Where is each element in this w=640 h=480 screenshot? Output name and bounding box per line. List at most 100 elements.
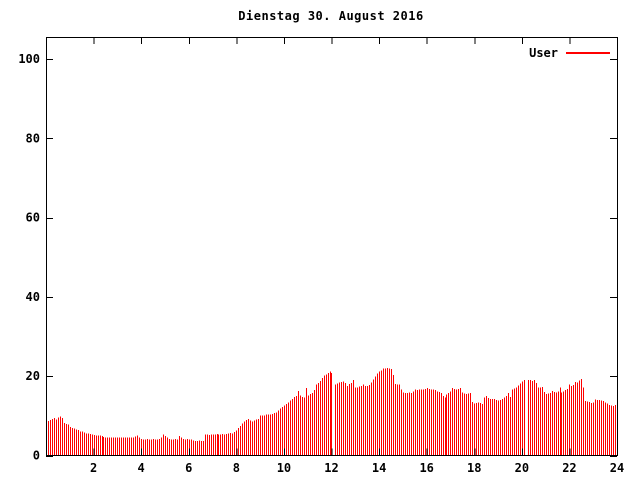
impulse-bar: [575, 381, 576, 456]
impulse-bar: [304, 397, 305, 456]
impulse-bar: [143, 439, 144, 456]
impulse-bar: [102, 436, 103, 456]
impulse-bar: [486, 396, 487, 456]
x-tick-label: 14: [372, 461, 386, 475]
impulse-bar: [450, 391, 451, 456]
impulse-bar: [282, 407, 283, 456]
impulse-bar: [522, 381, 523, 456]
impulse-bar: [369, 385, 370, 456]
impulse-bar: [266, 414, 267, 456]
impulse-bar: [113, 437, 114, 456]
impulse-bar: [100, 435, 101, 456]
impulse-bar: [579, 380, 580, 456]
impulse-bar: [490, 398, 491, 456]
impulse-bar: [528, 379, 529, 456]
impulse-bar: [347, 386, 348, 456]
impulse-bar: [472, 402, 473, 456]
impulse-bar: [236, 430, 237, 456]
impulse-bar: [462, 392, 463, 456]
impulse-bar: [550, 392, 551, 456]
impulse-bar: [516, 387, 517, 456]
impulse-bar: [147, 438, 148, 456]
impulse-bar: [480, 403, 481, 456]
impulse-bar: [417, 390, 418, 456]
impulse-bar: [611, 405, 612, 456]
impulse-bar: [401, 389, 402, 456]
impulse-bar: [302, 397, 303, 456]
impulse-bar: [583, 387, 584, 456]
impulse-bar: [554, 392, 555, 456]
impulse-bar: [443, 396, 444, 456]
impulse-bar: [74, 428, 75, 456]
impulse-bar: [359, 386, 360, 456]
impulse-bar: [117, 437, 118, 456]
impulse-bar: [577, 382, 578, 456]
impulse-bar: [187, 438, 188, 456]
impulse-bar: [435, 390, 436, 456]
impulse-bar: [599, 400, 600, 456]
chart-title: Dienstag 30. August 2016: [238, 9, 424, 23]
impulse-bar: [129, 437, 130, 456]
impulse-bar: [96, 435, 97, 456]
impulse-bar: [383, 368, 384, 456]
impulse-bar: [399, 384, 400, 456]
impulse-bar: [183, 438, 184, 456]
impulse-bar: [62, 417, 63, 456]
impulse-bar: [476, 402, 477, 456]
impulse-bar: [296, 396, 297, 456]
impulse-bar: [278, 410, 279, 456]
impulse-bar: [167, 437, 168, 456]
impulse-bar: [349, 384, 350, 456]
impulse-bar: [373, 379, 374, 456]
impulse-bar: [56, 419, 57, 456]
impulse-bar: [512, 389, 513, 456]
impulse-bar: [151, 439, 152, 456]
impulse-bar: [68, 424, 69, 456]
legend-user-label: User: [529, 46, 558, 60]
impulse-bar: [207, 434, 208, 456]
impulse-bar: [121, 437, 122, 456]
impulse-bars: [48, 367, 618, 456]
impulse-bar: [268, 414, 269, 456]
impulse-bar: [54, 418, 55, 456]
impulse-bar: [314, 390, 315, 456]
impulse-bar: [595, 399, 596, 456]
impulse-bar: [381, 370, 382, 456]
impulse-bar: [613, 406, 614, 456]
impulse-bar: [155, 439, 156, 456]
impulse-bar: [324, 375, 325, 456]
impulse-bar: [149, 439, 150, 456]
impulse-bar: [145, 439, 146, 456]
impulse-bar: [153, 438, 154, 456]
impulse-bar: [300, 395, 301, 456]
impulse-bar: [254, 420, 255, 456]
impulse-bar: [425, 388, 426, 456]
y-tick-label: 60: [26, 211, 40, 225]
impulse-bar: [548, 393, 549, 456]
impulse-bar: [405, 392, 406, 456]
impulse-bar: [534, 379, 535, 456]
impulse-bar: [484, 397, 485, 456]
impulse-bar: [546, 394, 547, 456]
impulse-bar: [395, 384, 396, 456]
impulse-bar: [506, 396, 507, 456]
impulse-bar: [407, 392, 408, 456]
impulse-bar: [316, 384, 317, 456]
x-tick-label: 18: [467, 461, 481, 475]
impulse-bar: [421, 389, 422, 456]
x-tick-label: 20: [515, 461, 529, 475]
impulse-bar: [331, 373, 332, 456]
impulse-bar: [171, 439, 172, 456]
impulse-bar: [270, 414, 271, 456]
impulse-bar: [213, 434, 214, 456]
impulse-bar: [561, 392, 562, 456]
impulse-bar: [232, 433, 233, 456]
impulse-bar: [109, 437, 110, 456]
impulse-bar: [609, 404, 610, 456]
impulse-bar: [252, 421, 253, 456]
impulse-bar: [492, 399, 493, 456]
impulse-bar: [607, 403, 608, 456]
impulse-bar: [454, 388, 455, 456]
impulse-bar: [280, 408, 281, 456]
impulse-bar: [50, 420, 51, 456]
